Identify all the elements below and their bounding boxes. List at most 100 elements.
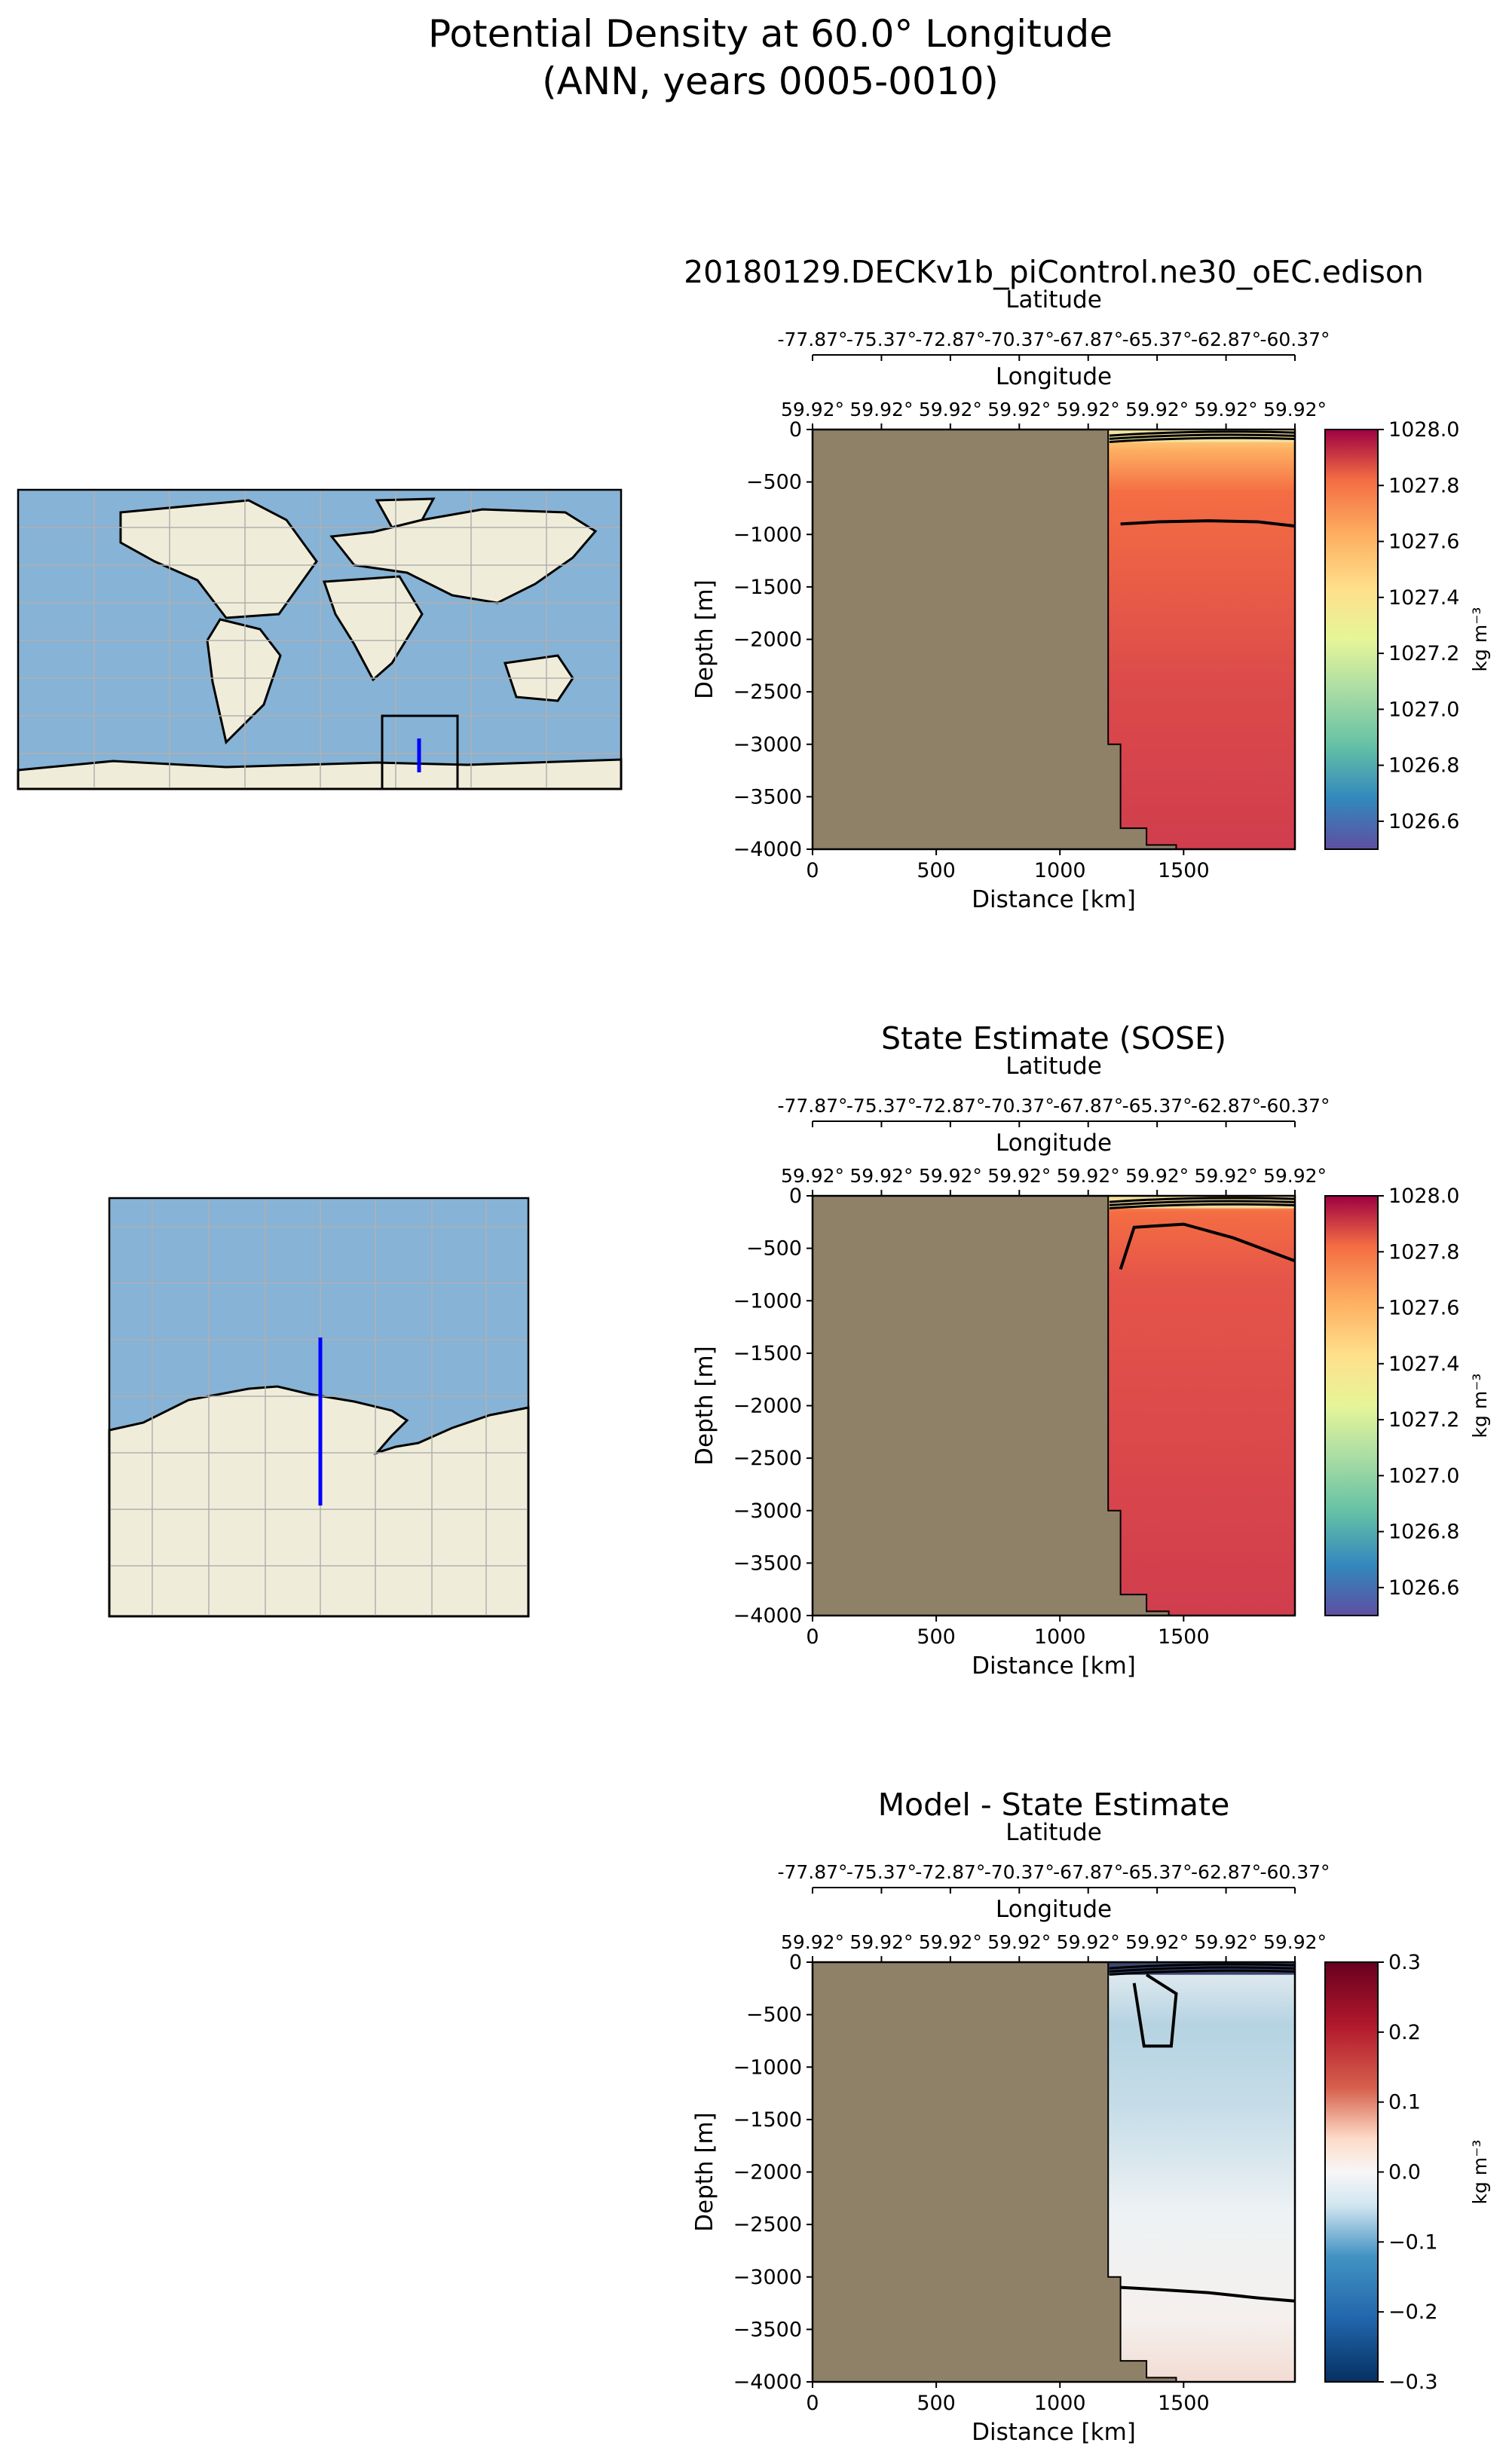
y-tick-label: −4000 (733, 1604, 802, 1628)
colorbar-tick-label: 0.3 (1388, 1951, 1421, 1974)
y-tick-label: 0 (789, 1951, 802, 1974)
longitude-tick-label: 59.92° (1195, 399, 1258, 420)
longitude-tick-label: 59.92° (919, 1931, 982, 1953)
x-axis-label: Distance [km] (972, 1652, 1136, 1680)
longitude-axis-label: Longitude (996, 1896, 1112, 1923)
y-tick-label: −4000 (733, 838, 802, 861)
surface-contour-line (1109, 430, 1296, 437)
colorbar-tick-label: 1026.8 (1388, 1521, 1459, 1544)
contour-line (1120, 519, 1296, 528)
colorbar-tick-label: 1027.4 (1388, 1353, 1459, 1376)
longitude-tick-label: 59.92° (1263, 1931, 1327, 1953)
colorbar-tick-label: 1026.6 (1388, 810, 1459, 833)
latitude-tick-label: -62.87° (1191, 1861, 1261, 1883)
surface-contour-line (1109, 1969, 1296, 1976)
colorbar-tick-label: 1027.8 (1388, 1240, 1459, 1264)
y-tick-label: −500 (746, 2004, 802, 2027)
longitude-tick-label: 59.92° (849, 1931, 913, 1953)
x-tick-label: 0 (806, 859, 819, 882)
colorbar (1324, 429, 1379, 850)
colorbar-tick-label: 1027.2 (1388, 642, 1459, 665)
y-tick-label: −2500 (733, 1447, 802, 1470)
longitude-tick-label: 59.92° (849, 399, 913, 420)
longitude-tick-label: 59.92° (1263, 1165, 1327, 1187)
colorbar-tick-label: 1027.0 (1388, 698, 1459, 721)
y-tick-label: −1500 (733, 2108, 802, 2132)
latitude-tick-label: -77.87° (777, 1095, 847, 1117)
latitude-tick-label: -72.87° (915, 1861, 985, 1883)
latitude-tick-label: -60.37° (1260, 329, 1330, 350)
panel-title: State Estimate (SOSE) (881, 1020, 1226, 1056)
colorbar-tick-label: 1028.0 (1388, 1185, 1459, 1208)
longitude-axis-label: Longitude (996, 1130, 1112, 1157)
y-tick-label: −2000 (733, 628, 802, 652)
surface-contour-line (1109, 433, 1296, 440)
longitude-tick-label: 59.92° (1057, 1165, 1120, 1187)
y-tick-label: −3000 (733, 2266, 802, 2289)
colorbar-tick-label: −0.1 (1388, 2230, 1438, 2254)
x-tick-label: 500 (917, 859, 956, 882)
x-tick-label: 0 (806, 2392, 819, 2415)
y-tick-label: −3500 (733, 785, 802, 809)
longitude-tick-label: 59.92° (781, 1165, 844, 1187)
latitude-axis-label: Latitude (1005, 1819, 1102, 1846)
figure-title-line1: Potential Density at 60.0° Longitude (428, 12, 1113, 56)
x-tick-label: 1500 (1158, 2392, 1210, 2415)
y-tick-label: −2000 (733, 1395, 802, 1418)
longitude-axis-label: Longitude (996, 363, 1112, 390)
colorbar-tick-label: 1027.4 (1388, 586, 1459, 610)
longitude-tick-label: 59.92° (781, 1931, 844, 1953)
latitude-axis-label: Latitude (1005, 1053, 1102, 1080)
y-tick-label: −1500 (733, 1342, 802, 1365)
x-tick-label: 500 (917, 2392, 956, 2415)
surface-contour-line (1109, 1963, 1296, 1970)
colorbar-tick-label: −0.2 (1388, 2300, 1438, 2324)
latitude-tick-label: -65.37° (1122, 1861, 1192, 1883)
longitude-tick-label: 59.92° (781, 399, 844, 420)
x-axis-label: Distance [km] (972, 886, 1136, 913)
regional-map-frame (108, 1197, 530, 1618)
panel-2: State Estimate (SOSE)Latitude -77.87°-75.… (691, 1020, 1491, 1680)
colorbar-tick-label: 1028.0 (1388, 418, 1459, 442)
latitude-tick-label: -62.87° (1191, 1095, 1261, 1117)
y-tick-label: −1000 (733, 1289, 802, 1313)
world-map-frame (17, 488, 623, 790)
longitude-tick-label: 59.92° (1195, 1931, 1258, 1953)
y-axis-label: Depth [m] (691, 2112, 718, 2232)
colorbar-tick-label: 1026.8 (1388, 754, 1459, 778)
latitude-tick-label: -67.87° (1053, 1095, 1123, 1117)
longitude-tick-label: 59.92° (987, 399, 1051, 420)
surface-contour-line (1109, 436, 1296, 444)
panel-1: 20180129.DECKv1b_piControl.ne30_oEC.edis… (684, 254, 1491, 913)
figure-title-line2: (ANN, years 0005-0010) (542, 60, 999, 103)
y-tick-label: −2500 (733, 680, 802, 704)
latitude-tick-label: -77.87° (777, 329, 847, 350)
world-map-grid (18, 490, 621, 789)
longitude-tick-label: 59.92° (1125, 399, 1189, 420)
longitude-tick-label: 59.92° (1057, 399, 1120, 420)
x-axis-label: Distance [km] (972, 2419, 1136, 2446)
regional-map-inset (108, 1197, 530, 1618)
longitude-tick-label: 59.92° (1125, 1165, 1189, 1187)
colorbar-tick-label: 0.1 (1388, 2091, 1421, 2114)
y-tick-label: −3500 (733, 2318, 802, 2341)
x-tick-label: 0 (806, 1625, 819, 1649)
longitude-tick-label: 59.92° (1195, 1165, 1258, 1187)
colorbar-tick-label: 0.0 (1388, 2161, 1421, 2184)
panel-title: Model - State Estimate (878, 1787, 1230, 1823)
contour-line (1132, 1973, 1178, 2048)
latitude-tick-label: -75.37° (846, 1095, 917, 1117)
y-tick-label: −1000 (733, 2056, 802, 2079)
y-tick-label: −3000 (733, 733, 802, 757)
latitude-tick-label: -70.37° (984, 1861, 1054, 1883)
colorbar-tick-label: 1027.2 (1388, 1408, 1459, 1432)
colorbar (1324, 1961, 1379, 2383)
colorbar-label: kg m⁻³ (1469, 2140, 1491, 2205)
surface-contour-line (1109, 1200, 1296, 1206)
latitude-tick-label: -72.87° (915, 1095, 985, 1117)
panel-title: 20180129.DECKv1b_piControl.ne30_oEC.edis… (684, 254, 1424, 290)
y-axis-label: Depth [m] (691, 1346, 718, 1466)
surface-contour-line (1109, 1203, 1296, 1210)
y-tick-label: −1500 (733, 576, 802, 599)
x-tick-label: 1000 (1034, 2392, 1086, 2415)
